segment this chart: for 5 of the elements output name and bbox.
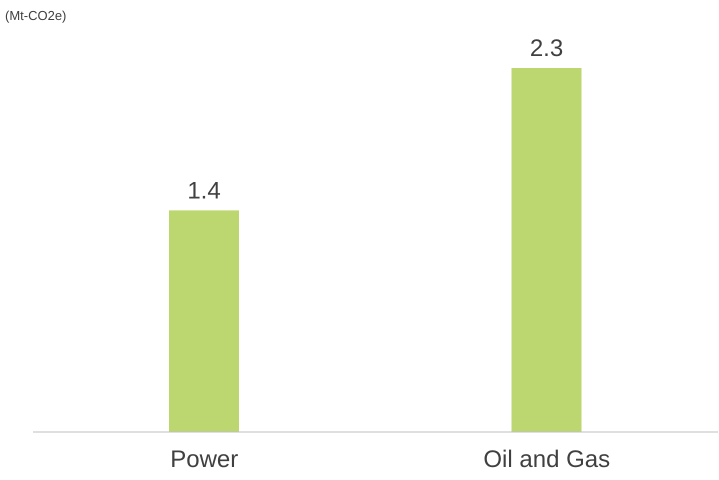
data-label: 2.3 <box>530 35 564 62</box>
x-tick-label: Power <box>170 446 238 474</box>
x-tick-label: Oil and Gas <box>483 446 610 474</box>
y-axis-title: (Mt-CO2e) <box>5 8 66 23</box>
data-label: 1.4 <box>187 177 221 204</box>
